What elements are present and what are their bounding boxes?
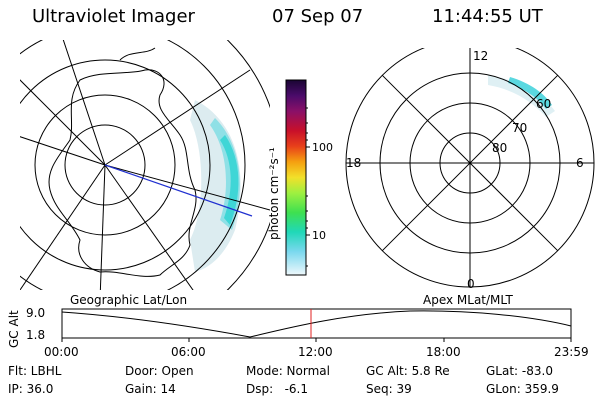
mlt-label-0: 0 <box>467 277 475 291</box>
x-tick-2359: 23:59 <box>554 345 589 359</box>
polar-mlt-plot: 12 18 6 0 60 70 80 <box>345 48 595 291</box>
x-tick-0600: 06:00 <box>171 345 206 359</box>
door-info: Door: Open <box>125 364 194 378</box>
altitude-timeline: GC Alt 9.0 1.8 00:00 06:00 12:00 18:00 2… <box>7 306 589 359</box>
ip-info: IP: 36.0 <box>8 382 54 396</box>
mode-info: Mode: Normal <box>246 364 330 378</box>
terminator-line <box>104 164 253 217</box>
filter-info: Flt: LBHL <box>8 364 62 378</box>
aurora-emission-region <box>190 100 241 272</box>
timeline-frame <box>61 308 572 339</box>
y-tick-9: 9.0 <box>26 306 45 320</box>
x-tick-1200: 12:00 <box>298 345 333 359</box>
geographic-map <box>20 40 270 290</box>
y-tick-1.8: 1.8 <box>26 328 45 342</box>
mlat-label-70: 70 <box>512 121 527 135</box>
glat-info: GLat: -83.0 <box>486 364 553 378</box>
colorbar-tick-100: 100 <box>312 141 333 154</box>
mlt-label-6: 6 <box>576 156 584 170</box>
timeline-y-axis-label: GC Alt <box>7 310 21 348</box>
glon-info: GLon: 359.9 <box>486 382 559 396</box>
gain-info: Gain: 14 <box>125 382 176 396</box>
instrument-title: Ultraviolet Imager <box>32 6 195 27</box>
x-tick-0000: 00:00 <box>44 345 79 359</box>
dsp-info: Dsp: -6.1 <box>246 382 309 396</box>
geographic-label: Geographic Lat/Lon <box>70 293 188 307</box>
colorbar-gradient <box>285 79 307 276</box>
gc-alt-info: GC Alt: 5.8 Re <box>366 364 450 378</box>
seq-info: Seq: 39 <box>366 382 412 396</box>
mlat-label-80: 80 <box>492 141 507 155</box>
altitude-curve <box>61 310 572 338</box>
colorbar: 100 10 photon cm⁻²s⁻¹ <box>267 79 333 276</box>
x-tick-1800: 18:00 <box>426 345 461 359</box>
mlat-label-60: 60 <box>536 97 551 111</box>
time-label: 11:44:55 UT <box>432 6 543 27</box>
apex-label: Apex MLat/MLT <box>423 293 513 307</box>
date-label: 07 Sep 07 <box>272 6 364 27</box>
mlt-label-18: 18 <box>346 156 361 170</box>
polar-aurora-arc <box>488 75 555 117</box>
colorbar-tick-10: 10 <box>312 229 326 242</box>
mlt-label-12: 12 <box>473 49 488 63</box>
colorbar-unit-label: photon cm⁻²s⁻¹ <box>267 147 281 240</box>
